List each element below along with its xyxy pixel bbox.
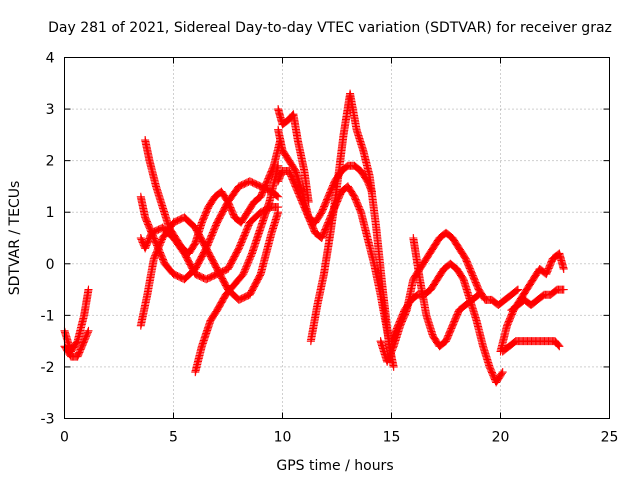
y-tick-label: -2 <box>41 360 55 376</box>
data-point <box>554 341 563 350</box>
x-tick-label: 20 <box>492 430 510 446</box>
plot-frame <box>64 57 610 419</box>
series-track-j <box>274 105 313 206</box>
data-point <box>277 168 286 177</box>
data-point <box>553 340 562 349</box>
series-track-f <box>141 136 285 258</box>
y-tick-label: -1 <box>41 308 55 324</box>
x-tick-label: 25 <box>601 430 619 446</box>
data-point <box>274 208 283 217</box>
data-point <box>274 161 283 170</box>
y-axis-label: SDTVAR / TECUs <box>7 181 23 296</box>
x-tick-label: 5 <box>169 430 178 446</box>
series-track-m <box>387 259 507 387</box>
data-point <box>559 285 568 294</box>
data-point <box>555 342 564 351</box>
data-point <box>497 369 506 378</box>
y-tick-label: 4 <box>46 51 55 67</box>
data-point <box>474 290 483 299</box>
data-point <box>84 326 93 335</box>
y-tick-label: 3 <box>46 102 55 118</box>
series-track-o <box>498 337 564 356</box>
data-point <box>513 285 522 294</box>
data-point <box>274 192 283 201</box>
data-point <box>473 291 482 300</box>
x-tick-label: 0 <box>60 430 69 446</box>
series-track-b <box>60 326 93 361</box>
y-tick-label: 1 <box>46 205 55 221</box>
series-track-q <box>507 285 568 315</box>
data-point <box>304 197 313 206</box>
x-tick-label: 10 <box>274 430 292 446</box>
data-point <box>83 328 92 337</box>
y-tick-label: 2 <box>46 154 55 170</box>
x-tick-label: 15 <box>383 430 401 446</box>
data-point <box>84 285 93 294</box>
series-track-p <box>496 249 568 356</box>
y-tick-label: -3 <box>41 412 55 428</box>
data-points <box>60 89 568 387</box>
series-track-k <box>306 89 398 371</box>
series-track-n <box>409 234 483 351</box>
data-point <box>559 264 568 273</box>
y-tick-label: 0 <box>46 257 55 273</box>
data-point <box>389 362 398 371</box>
series-track-g <box>191 161 283 377</box>
data-point <box>498 368 507 377</box>
data-point <box>512 286 521 295</box>
x-axis-label: GPS time / hours <box>276 458 393 474</box>
chart-title: Day 281 of 2021, Sidereal Day-to-day VTE… <box>48 20 612 36</box>
